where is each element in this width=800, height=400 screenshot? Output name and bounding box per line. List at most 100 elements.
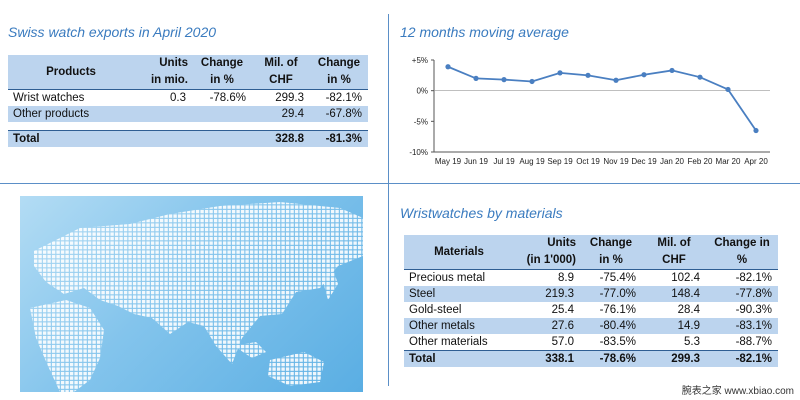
data-point [501, 77, 507, 83]
header-chf: Mil. of CHF [252, 55, 310, 90]
table-row: Other products 29.4 -67.8% [8, 106, 368, 122]
x-tick-label: Sep 19 [547, 157, 573, 166]
row-chf-change: -82.1% [325, 92, 362, 104]
materials-title: Wristwatches by materials [400, 205, 563, 221]
total-chf-change: -81.3% [310, 129, 368, 147]
total-label: Total [8, 129, 134, 147]
row-units-change: -78.6% [209, 92, 246, 104]
row-chf-change: -88.7% [735, 336, 772, 348]
row-chf-change: -77.8% [706, 286, 778, 302]
row-units: 8.9 [558, 272, 574, 284]
row-units: 0.3 [170, 92, 186, 104]
header-chf-change: Change in % [310, 55, 368, 90]
row-label: Other materials [409, 336, 488, 348]
row-units: 25.4 [551, 304, 574, 316]
x-tick-label: Jun 19 [464, 157, 489, 166]
row-units: 57.0 [551, 336, 574, 348]
total-units [134, 129, 192, 147]
row-chf: 148.4 [642, 286, 706, 302]
data-point [557, 70, 563, 76]
row-label: Other metals [404, 318, 514, 334]
x-tick-label: Mar 20 [716, 157, 741, 166]
data-point [529, 78, 535, 85]
table-row: Gold-steel 25.4 -76.1% 28.4 -90.3% [404, 302, 778, 318]
row-chf: 102.4 [671, 272, 700, 284]
y-tick-label: -10% [409, 148, 428, 157]
table-row: Steel 219.3 -77.0% 148.4 -77.8% [404, 286, 778, 302]
watermark-text: 腕表之家 www.xbiao.com [681, 386, 794, 397]
x-tick-label: Aug 19 [519, 157, 545, 166]
x-tick-label: Dec 19 [631, 157, 657, 166]
y-tick-label: -5% [414, 117, 428, 126]
row-units-change [192, 106, 252, 122]
table-row: Other metals 27.6 -80.4% 14.9 -83.1% [404, 318, 778, 334]
total-units-change: -78.6% [580, 350, 642, 367]
data-point [585, 72, 591, 78]
row-units-change: -77.0% [580, 286, 642, 302]
x-tick-label: Jan 20 [660, 157, 685, 166]
table-row: Other materials 57.0 -83.5% 5.3 -88.7% [404, 334, 778, 351]
moving-average-chart: +5% 0% -5% -10% May 19 Jun 19 Jul 19 Aug 19 Sep … [409, 56, 770, 166]
row-chf: 28.4 [677, 304, 700, 316]
row-label: Precious metal [409, 272, 486, 284]
table-total-row: Total 338.1 -78.6% 299.3 -82.1% [404, 350, 778, 367]
x-tick-label: Oct 19 [576, 157, 600, 166]
total-chf-change: -82.1% [706, 350, 778, 367]
row-label: Wrist watches [13, 92, 85, 104]
header-units: Units (in 1'000) [514, 235, 580, 270]
row-chf-change: -83.1% [706, 318, 778, 334]
row-units [134, 106, 192, 122]
world-map-image [20, 196, 363, 392]
row-chf: 299.3 [275, 92, 304, 104]
header-materials: Materials [404, 235, 514, 270]
data-point [753, 127, 759, 134]
row-chf: 14.9 [642, 318, 706, 334]
row-label: Gold-steel [409, 304, 462, 316]
total-chf: 328.8 [252, 129, 310, 147]
x-tick-label: May 19 [435, 157, 462, 166]
row-chf: 5.3 [684, 336, 700, 348]
table-row: Wrist watches 0.3 -78.6% 299.3 -82.1% [8, 90, 368, 107]
row-label: Other products [8, 106, 134, 122]
exports-title: Swiss watch exports in April 2020 [8, 24, 217, 40]
row-chf-change: -90.3% [735, 304, 772, 316]
materials-table-header: Materials Units (in 1'000) Change in % Mil… [404, 235, 778, 270]
data-point [641, 72, 647, 78]
data-point [473, 75, 479, 81]
row-units: 27.6 [514, 318, 580, 334]
header-products: Products [8, 55, 134, 90]
row-label: Steel [404, 286, 514, 302]
header-units-change: Change in % [192, 55, 252, 90]
row-chf: 29.4 [252, 106, 310, 122]
horizontal-divider [0, 183, 800, 184]
x-tick-label: Apr 20 [744, 157, 768, 166]
x-tick-label: Jul 19 [493, 157, 515, 166]
data-point [445, 64, 451, 70]
vertical-divider [388, 14, 389, 386]
row-units-change: -83.5% [599, 336, 636, 348]
products-table-header: Products Units in mio. Change in % Mil. of… [8, 55, 368, 90]
products-table: Products Units in mio. Change in % Mil. of… [8, 55, 368, 147]
x-tick-label: Nov 19 [603, 157, 629, 166]
data-point [669, 67, 675, 74]
total-units: 338.1 [514, 350, 580, 367]
x-tick-label: Feb 20 [688, 157, 713, 166]
header-units: Units in mio. [134, 55, 192, 90]
table-total-row: Total 328.8 -81.3% [8, 129, 368, 147]
data-point [697, 74, 703, 80]
materials-table: Materials Units (in 1'000) Change in % Mil… [404, 235, 778, 367]
row-units-change: -75.4% [599, 272, 636, 284]
data-point [725, 86, 731, 93]
row-units-change: -80.4% [580, 318, 642, 334]
row-chf-change: -67.8% [310, 106, 368, 122]
table-spacer [8, 122, 368, 130]
row-chf-change: -82.1% [735, 272, 772, 284]
row-units: 219.3 [514, 286, 580, 302]
chart-title: 12 months moving average [400, 24, 569, 40]
series-line [447, 65, 757, 132]
total-label: Total [404, 350, 514, 367]
row-units-change: -76.1% [599, 304, 636, 316]
data-point [613, 77, 619, 83]
total-chf: 299.3 [642, 350, 706, 367]
header-chf: Mil. of CHF [642, 235, 706, 270]
